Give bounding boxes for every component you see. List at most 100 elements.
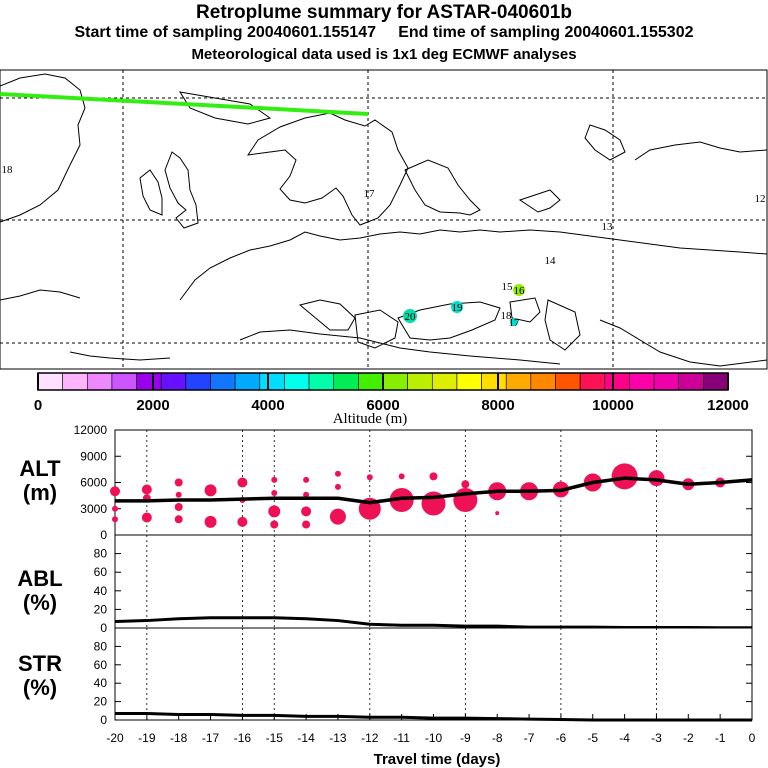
day-marker-dot [510,318,518,326]
day-marker-label: 15 [502,281,514,293]
alt-bubble [303,491,310,498]
colorbar-swatch [530,372,556,391]
x-tick-label: -4 [619,731,630,745]
x-tick-label: -16 [234,731,252,745]
alt-panel: 12000 9000 6000 3000 0 [74,423,753,542]
day-marker: 12 [755,193,766,205]
colorbar-swatch [111,372,137,391]
day-marker-dot [513,284,525,296]
colorbar-swatch [234,372,261,391]
x-tick-label: -3 [651,731,662,745]
colorbar-swatch [653,372,680,391]
colorbar-swatch [555,372,581,391]
x-tick-label: -17 [202,731,220,745]
day-marker-label: 20 [405,311,417,323]
alt-bubble [175,491,182,498]
abl-label: ABL [17,566,62,591]
day-marker: 18 [501,310,513,322]
altitude-colorbar: 0 2000 4000 6000 8000 10000 12000 [34,372,749,414]
alt-bubble [112,505,118,512]
alt-bubble [141,512,152,523]
alt-bubble [429,472,438,481]
alt-bubble [302,520,311,529]
alt-bubble [141,484,152,495]
str-unit: (%) [23,675,57,700]
day-marker: 13 [602,221,614,233]
x-tick-label: -11 [393,731,410,745]
str-ytick-label: 80 [94,639,108,653]
alt-bubble [268,505,281,518]
abl-ytick-label: 80 [94,547,108,561]
colorbar-tick-label: 0 [34,397,42,414]
alt-bubble [271,476,278,483]
alt-bubble [174,515,183,524]
colorbar-tick-label: 4000 [251,397,284,414]
alt-ytick-label: 6000 [80,476,107,490]
x-tick-label: -10 [425,731,443,745]
colorbar-swatch [358,372,384,391]
colorbar-swatch [160,372,187,391]
colorbar-swatch [703,372,729,391]
day-marker: 15 [502,281,514,293]
day-marker-label: 19 [452,302,464,314]
alt-bubble [204,484,217,497]
alt-ytick-label: 3000 [80,502,107,516]
abl-frame [114,534,753,629]
colorbar-swatch [136,372,162,391]
abl-panel: 80 60 40 20 0 [94,534,753,635]
alt-frame [114,429,753,536]
alt-unit: (m) [23,480,57,505]
colorbar-swatch [333,372,359,391]
trajectory-track [0,92,369,116]
alt-bubble [334,483,341,490]
alt-bubble [110,486,120,497]
x-tick-label: -15 [266,731,284,745]
colorbar-label: Altitude (m) [333,411,408,427]
x-tick-label: -8 [492,731,503,745]
plot-title: Retroplume summary for ASTAR-040601b [196,2,572,23]
panel-labels: ALT (m) ABL (%) STR (%) [17,456,62,700]
day-marker-label: 17 [509,317,521,329]
day-marker-label: 16 [514,285,526,297]
abl-ytick-label: 40 [94,584,108,598]
x-axis: -20 -19 -18 -17 -16 -15 -14 -13 -12 -11 -10 -9 -8 -7-… [106,714,756,745]
alt-bubble [271,490,278,496]
colorbar-swatch [308,372,335,391]
colorbar-tick-label: 12000 [707,397,749,414]
colorbar-tick-label: 8000 [481,397,514,414]
x-tick-label: -1 [715,731,726,745]
alt-bubble [495,511,500,516]
alt-bubble [174,478,183,487]
day-marker: 17 [364,188,376,200]
x-tick-label: -2 [683,731,694,745]
x-tick-label: -18 [170,731,188,745]
str-ytick-label: 60 [94,658,108,672]
end-time-label: End time of sampling 20040601.155302 [398,24,694,41]
alt-bubble [398,473,405,480]
colorbar-swatch [37,372,63,391]
x-tick-label: -9 [460,731,471,745]
x-tick-label: -13 [329,731,347,745]
colorbar-swatch [284,372,310,391]
day-marker-dot [403,309,417,323]
x-tick-label: -6 [556,731,567,745]
colorbar-swatch [259,372,285,391]
x-axis-title: Travel time (days) [374,751,501,768]
colorbar-swatch [579,372,606,391]
map-gridlines [0,70,767,369]
colorbar-swatch [629,372,655,391]
alt-bubble [366,474,373,481]
day-marker: 18 [2,164,14,176]
alt-mean-line [115,476,753,505]
alt-ytick-label: 9000 [80,449,107,463]
colorbar-swatch [678,372,704,391]
x-tick-label: 0 [749,731,756,745]
alt-bubble [301,506,312,517]
alt-label: ALT [19,456,61,481]
abl-unit: (%) [23,590,57,615]
day-marker-label: 18 [501,310,513,322]
alt-bubble [174,503,183,511]
colorbar-swatch [407,372,433,391]
str-ytick-label: 0 [100,713,107,727]
